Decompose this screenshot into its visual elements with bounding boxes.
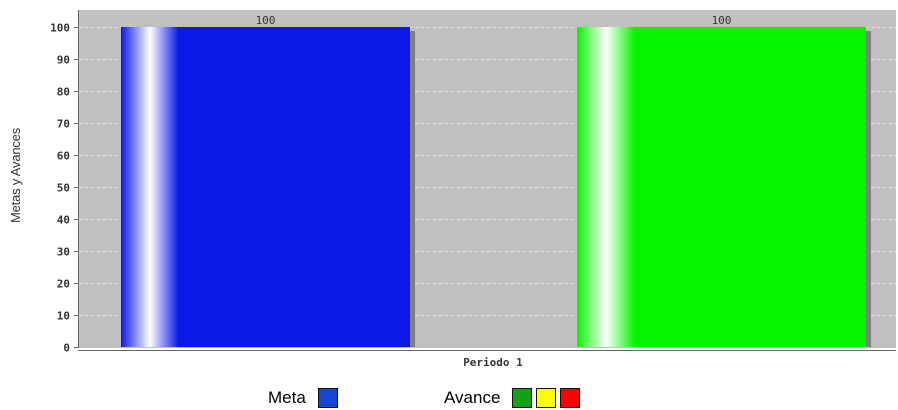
legend-avance: Avance	[444, 388, 581, 408]
legend-avance-label: Avance	[444, 388, 501, 407]
y-tick-label: 80	[57, 86, 70, 99]
y-ticks: 0 10 20 30 40 50 60 70 80 90 100	[50, 22, 79, 355]
legend-avance-swatch-red	[560, 388, 581, 408]
y-axis-label-text: Metas y Avances	[8, 127, 24, 223]
y-tick-label: 20	[57, 278, 70, 291]
y-tick-label: 10	[57, 310, 70, 323]
legend-meta-label: Meta	[268, 388, 306, 407]
y-tick-label: 70	[57, 118, 70, 131]
legend-avance-swatch-yellow	[536, 388, 557, 408]
y-tick-label: 0	[63, 342, 70, 355]
bars: 100 100	[121, 14, 871, 347]
legend-meta: Meta	[268, 388, 338, 408]
data-label-meta: 100	[256, 14, 276, 27]
bar-avance	[577, 27, 866, 347]
y-tick-label: 100	[50, 22, 70, 35]
data-label-avance: 100	[712, 14, 732, 27]
x-category-label: Periodo 1	[463, 356, 523, 369]
bar-meta	[121, 27, 410, 347]
y-axis-label: Metas y Avances	[4, 0, 28, 350]
bar-chart: 100 100 0 10 20 30 40 50 60 70 80 90 100 Periodo 1	[50, 10, 896, 369]
y-tick-label: 90	[57, 54, 70, 67]
y-tick-label: 30	[57, 246, 70, 259]
y-tick-label: 60	[57, 150, 70, 163]
y-tick-label: 40	[57, 214, 70, 227]
legend-avance-swatch-green	[512, 388, 533, 408]
legend-meta-swatch	[317, 388, 338, 408]
y-tick-label: 50	[57, 182, 70, 195]
